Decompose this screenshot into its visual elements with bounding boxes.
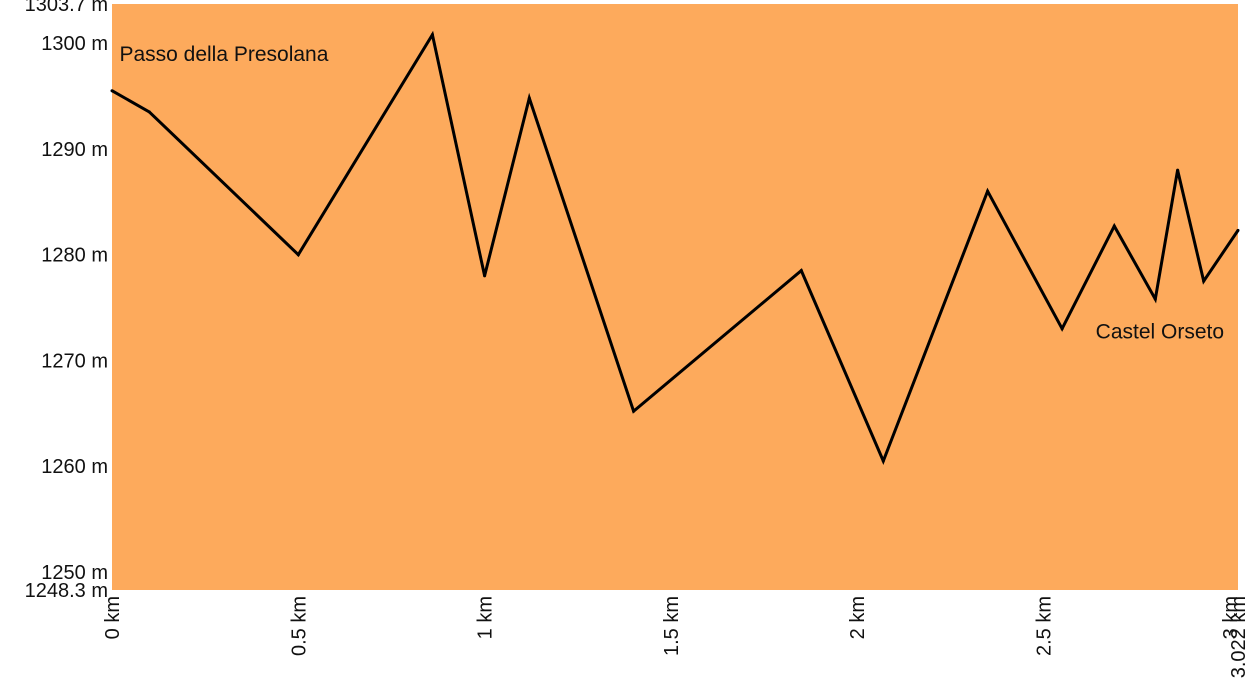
- x-tick-label: 1 km: [475, 596, 497, 639]
- data-point: [430, 33, 434, 37]
- annotation-label: Castel Orseto: [1096, 320, 1224, 343]
- annotations: Passo della Presolana Castel Orseto: [119, 43, 1224, 343]
- y-axis: 1303.7 m 1300 m 1290 m 1280 m 1270 m 1260 m 12…: [25, 0, 108, 602]
- data-points: [110, 33, 1240, 463]
- data-point: [799, 269, 803, 273]
- data-point: [1176, 168, 1180, 172]
- x-tick-label: 1.5 km: [661, 596, 683, 656]
- data-point: [147, 110, 151, 114]
- y-tick-label: 1250 m: [41, 562, 108, 584]
- data-point: [296, 253, 300, 257]
- x-tick-label: 0.5 km: [288, 596, 310, 656]
- y-tick-label: 1280 m: [41, 245, 108, 267]
- y-tick-label: 1248.3 m: [25, 580, 108, 602]
- x-tick-label: 2 km: [847, 596, 869, 639]
- y-tick-label: 1303.7 m: [25, 0, 108, 16]
- data-point: [986, 189, 990, 193]
- data-point: [881, 459, 885, 463]
- data-point: [632, 409, 636, 413]
- data-point: [1060, 327, 1064, 331]
- data-point: [1153, 297, 1157, 301]
- x-tick-label: 3.022 km: [1228, 596, 1245, 678]
- data-point: [527, 96, 531, 100]
- x-tick-label: 2.5 km: [1034, 596, 1056, 656]
- y-tick-label: 1290 m: [41, 139, 108, 161]
- y-tick-label: 1270 m: [41, 350, 108, 372]
- plot-area: [112, 4, 1238, 590]
- data-point: [1112, 224, 1116, 228]
- data-point: [483, 274, 487, 278]
- y-tick-label: 1300 m: [41, 33, 108, 55]
- elevation-line: [111, 30, 1240, 465]
- x-tick-label: 0 km: [102, 596, 124, 639]
- x-tick-label: 3 km: [1220, 596, 1242, 639]
- y-tick-label: 1260 m: [41, 456, 108, 478]
- data-point: [110, 89, 114, 93]
- data-point: [1202, 279, 1206, 283]
- data-point: [1236, 228, 1240, 232]
- x-axis: 0 km 0.5 km 1 km 1.5 km 2 km 2.5 km 3 km3.022 …: [102, 596, 1245, 678]
- annotation-label: Passo della Presolana: [119, 43, 328, 66]
